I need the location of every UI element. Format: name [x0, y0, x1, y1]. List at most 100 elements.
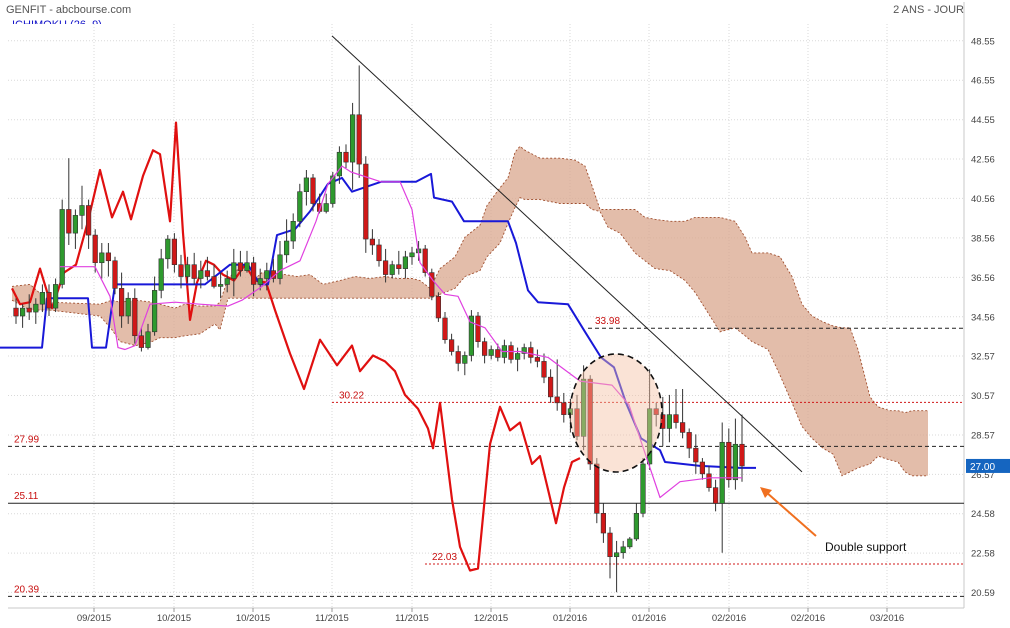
candle-body-down	[495, 349, 501, 358]
candle-body-down	[706, 473, 712, 488]
candle	[264, 262, 270, 291]
candle-body-down	[356, 114, 362, 165]
candle-body-down	[739, 443, 745, 467]
candle-body-down	[13, 307, 19, 317]
candle-body-down	[534, 357, 540, 362]
candle-body-up	[719, 441, 725, 504]
candle-body-up	[19, 307, 26, 317]
senkou-span-b	[11, 197, 928, 477]
y-tick-label: 36.56	[971, 273, 995, 284]
annotation-arrow	[765, 491, 817, 537]
candle-body-up	[145, 331, 151, 348]
candle	[198, 260, 204, 289]
candle	[389, 260, 395, 279]
candle-body-down	[92, 234, 98, 264]
candle-body-down	[86, 205, 92, 236]
candle-body-down	[686, 432, 692, 449]
candle-body-up	[231, 262, 237, 279]
candle-body-down	[561, 402, 567, 415]
candle-body-down	[237, 262, 244, 271]
candle-body-up	[666, 414, 672, 429]
candle-body-down	[105, 252, 111, 262]
candle	[171, 233, 178, 273]
candle-body-down	[448, 339, 455, 352]
candle	[508, 341, 514, 364]
x-tick-label: 10/2015	[236, 613, 270, 624]
candle	[283, 219, 290, 263]
candle	[99, 243, 105, 279]
candle-body-up	[389, 264, 395, 275]
candle	[627, 536, 633, 549]
candle	[679, 389, 686, 439]
candle	[224, 270, 230, 293]
x-tick-label: 12/2015	[474, 613, 508, 624]
candle	[204, 256, 211, 281]
level-label: 25.11	[14, 491, 39, 502]
candle-body-up	[330, 175, 336, 204]
candle	[653, 402, 659, 427]
candle-body-down	[310, 177, 316, 204]
candle-body-up	[514, 353, 521, 360]
candle-body-down	[587, 378, 593, 465]
candle-body-up	[165, 238, 171, 260]
candle-body-down	[435, 295, 442, 319]
candle-body-down	[442, 317, 448, 340]
y-tick-label: 20.59	[971, 588, 995, 599]
candle-body-down	[211, 276, 217, 287]
trend-line	[331, 35, 803, 473]
candle-body-down	[679, 422, 686, 433]
candle	[33, 298, 39, 324]
candle	[158, 248, 164, 299]
candle-body-up	[264, 270, 270, 279]
candle-body-up	[277, 254, 283, 279]
candle-body-down	[528, 347, 534, 358]
candle	[303, 170, 310, 206]
candle-body-up	[468, 315, 475, 356]
candle-body-down	[455, 351, 461, 364]
candle	[165, 235, 171, 269]
candle	[673, 389, 679, 429]
candle	[277, 241, 283, 285]
candle	[336, 146, 343, 184]
candle-body-up	[218, 284, 224, 287]
candle	[92, 229, 98, 273]
candle-body-up	[290, 220, 296, 242]
y-tick-label: 46.55	[971, 76, 995, 87]
candle	[231, 248, 237, 297]
candle-body-up	[521, 347, 527, 354]
candle	[475, 312, 481, 348]
y-tick-label: 32.57	[971, 352, 995, 363]
candle-body-down	[554, 396, 560, 404]
candle-body-down	[396, 264, 402, 269]
candle-body-up	[462, 355, 468, 364]
candle	[125, 292, 131, 324]
y-tick-label: 26.57	[971, 470, 995, 481]
candle	[363, 156, 369, 253]
candle	[607, 527, 613, 579]
level-label: 20.39	[14, 584, 39, 595]
candle	[488, 345, 494, 360]
candle	[26, 294, 32, 320]
candle-body-down	[171, 238, 178, 266]
candle-body-up	[72, 215, 78, 234]
y-tick-label: 22.58	[971, 549, 995, 560]
candle-body-down	[46, 292, 52, 309]
candle	[429, 268, 435, 301]
candle-body-down	[112, 260, 118, 289]
candle	[237, 250, 244, 277]
y-tick-label: 30.57	[971, 391, 995, 402]
last-price-value: 27.00	[970, 462, 995, 473]
candle	[323, 193, 329, 214]
candle-body-down	[673, 414, 679, 423]
candle	[521, 343, 527, 360]
candle-body-up	[349, 114, 356, 163]
candle	[343, 144, 349, 169]
candle	[633, 503, 639, 541]
chikou-span-line	[11, 121, 581, 572]
candle-body-up	[224, 278, 230, 285]
candle	[382, 248, 389, 283]
candle-body-up	[627, 538, 633, 548]
candle-body-up	[59, 209, 65, 285]
candle	[376, 239, 382, 267]
